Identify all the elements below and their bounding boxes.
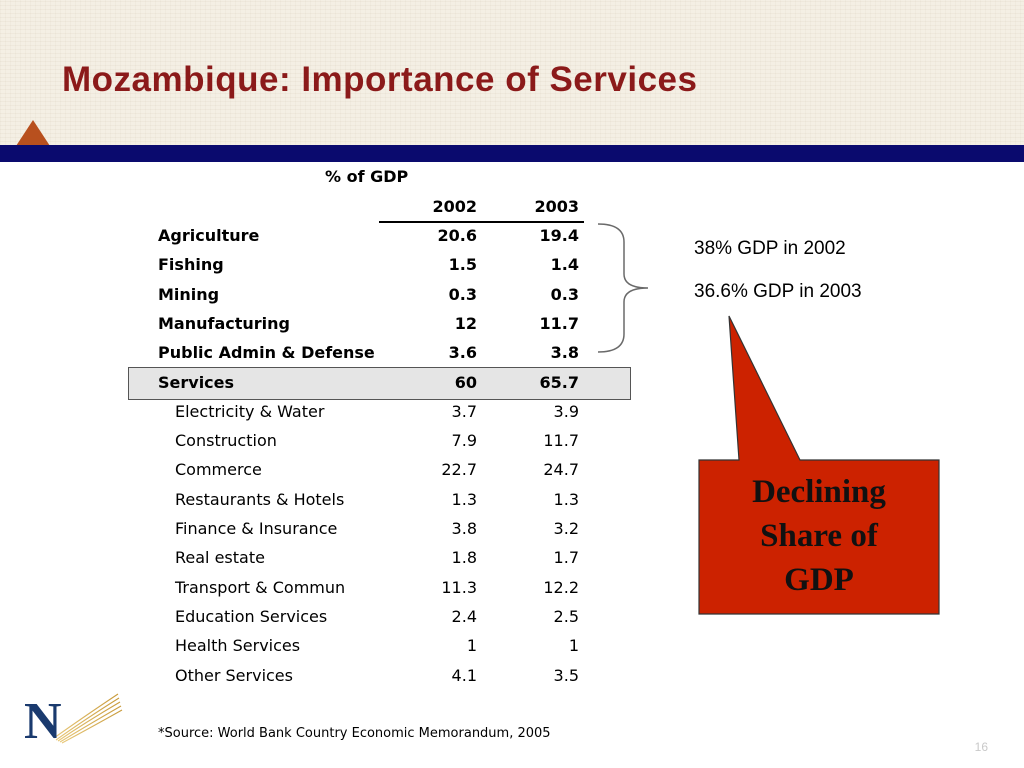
cell-2002: 2.4 xyxy=(451,607,477,626)
cell-2002: 12 xyxy=(454,314,477,333)
cell-2003: 3.5 xyxy=(553,666,579,685)
header-underline xyxy=(379,221,584,223)
triangle-icon xyxy=(16,120,50,146)
cell-2003: 1.3 xyxy=(553,490,579,509)
row-label: Finance & Insurance xyxy=(175,519,338,538)
cell-2002: 4.1 xyxy=(451,666,477,685)
cell-2002: 11.3 xyxy=(441,578,477,597)
row-label: Health Services xyxy=(175,636,301,655)
row-label: Commerce xyxy=(175,460,262,479)
cell-2002: 3.7 xyxy=(451,402,477,421)
cell-2003: 0.3 xyxy=(550,285,579,304)
row-label: Fishing xyxy=(158,255,224,274)
cell-2002: 1.3 xyxy=(451,490,477,509)
callout-text: Declining Share of GDP xyxy=(700,470,938,602)
cell-2002: 1.8 xyxy=(451,548,477,567)
annotation-2002: 38% GDP in 2002 xyxy=(694,238,846,259)
cell-2003: 3.8 xyxy=(550,343,579,362)
cell-2003: 1 xyxy=(568,636,579,655)
row-label: Real estate xyxy=(175,548,265,567)
cell-2003: 1.4 xyxy=(550,255,579,274)
row-label: Manufacturing xyxy=(158,314,290,333)
row-label: Agriculture xyxy=(158,226,260,245)
cell-2002: 0.3 xyxy=(448,285,477,304)
services-highlight-box xyxy=(128,367,631,400)
navy-divider-bar xyxy=(0,145,1024,162)
row-label: Construction xyxy=(175,431,277,450)
header-band xyxy=(0,0,1024,146)
cell-2002: 20.6 xyxy=(437,226,477,245)
cell-2002: 7.9 xyxy=(451,431,477,450)
cell-2002: 1.5 xyxy=(448,255,477,274)
cell-2002: 3.8 xyxy=(451,519,477,538)
brace-icon xyxy=(597,223,649,353)
col-header-2002: 2002 xyxy=(432,197,477,216)
cell-2003: 1.7 xyxy=(553,548,579,567)
cell-2003: 3.9 xyxy=(553,402,579,421)
logo-icon: N xyxy=(24,693,123,744)
callout-box xyxy=(698,315,940,615)
row-label: Electricity & Water xyxy=(175,402,325,421)
row-label: Other Services xyxy=(175,666,293,685)
cell-2002: 3.6 xyxy=(448,343,477,362)
callout-line-1: Declining xyxy=(752,474,886,510)
row-label: Restaurants & Hotels xyxy=(175,490,345,509)
cell-2002: 1 xyxy=(466,636,477,655)
cell-2002: 22.7 xyxy=(441,460,477,479)
row-label: Transport & Commun xyxy=(175,578,346,597)
unit-header: % of GDP xyxy=(325,167,409,186)
cell-2003: 65.7 xyxy=(539,373,579,392)
svg-text:N: N xyxy=(24,693,62,744)
row-label: Public Admin & Defense xyxy=(158,343,375,362)
annotation-2003: 36.6% GDP in 2003 xyxy=(694,281,862,302)
slide-title: Mozambique: Importance of Services xyxy=(62,60,698,99)
row-label: Services xyxy=(158,373,235,392)
col-header-2003: 2003 xyxy=(534,197,579,216)
cell-2003: 11.7 xyxy=(543,431,579,450)
cell-2003: 3.2 xyxy=(553,519,579,538)
callout-line-2: Share of xyxy=(760,518,878,554)
cell-2003: 11.7 xyxy=(539,314,579,333)
row-label: Mining xyxy=(158,285,220,304)
cell-2002: 60 xyxy=(454,373,477,392)
cell-2003: 2.5 xyxy=(553,607,579,626)
cell-2003: 24.7 xyxy=(543,460,579,479)
row-label: Education Services xyxy=(175,607,328,626)
callout-line-3: GDP xyxy=(784,562,854,598)
source-footnote: *Source: World Bank Country Economic Mem… xyxy=(158,726,551,741)
cell-2003: 12.2 xyxy=(543,578,579,597)
cell-2003: 19.4 xyxy=(539,226,579,245)
page-number: 16 xyxy=(974,740,988,754)
